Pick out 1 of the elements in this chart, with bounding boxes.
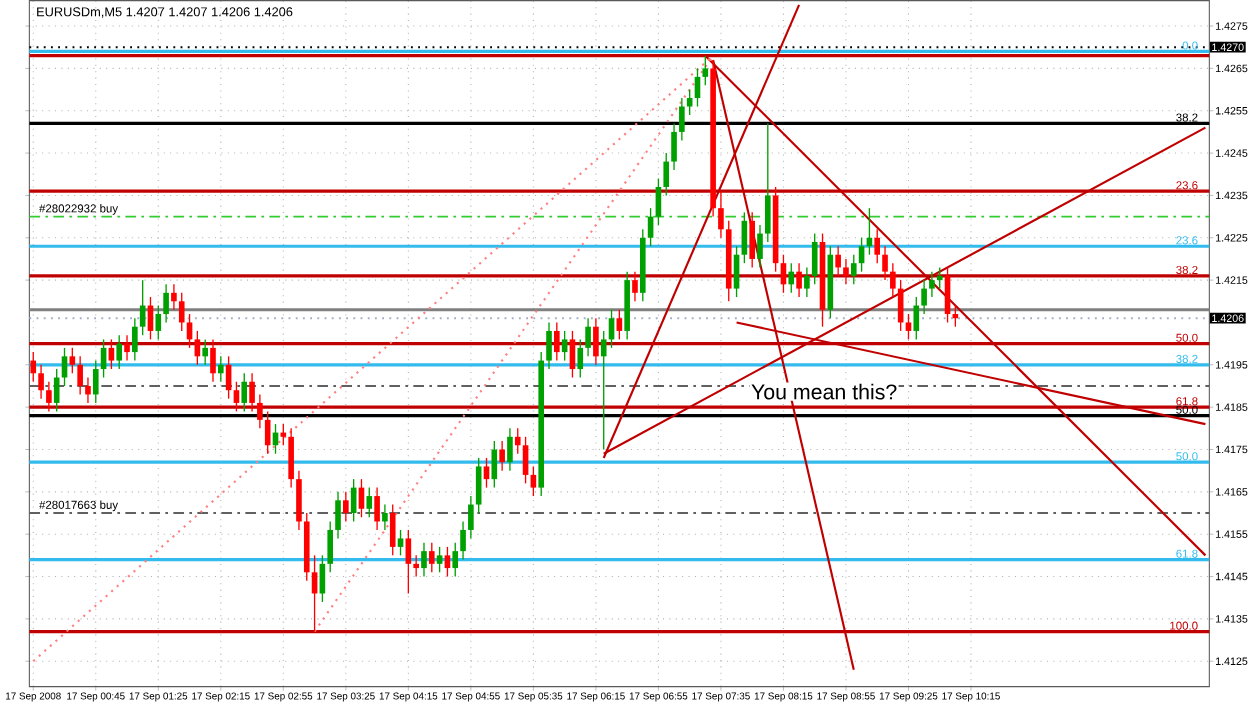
annotation: You mean this? (751, 383, 897, 400)
